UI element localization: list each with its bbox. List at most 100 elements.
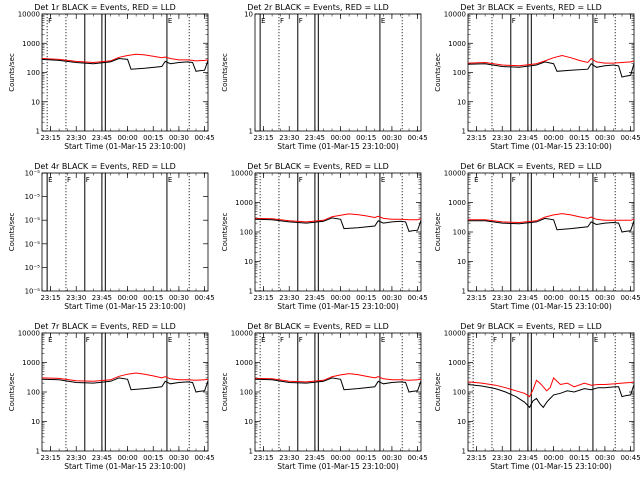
x-axis-label: Start Time (01-Mar-15 23:10:00) [64,462,186,471]
event-marker: E [594,176,598,184]
x-tick-label: 23:45 [518,134,538,142]
event-marker: F [48,17,52,25]
x-tick-label: 23:45 [92,454,112,462]
x-tick-label: 23:15 [40,294,60,302]
y-tick-label: 1000 [22,359,40,367]
x-tick-label: 23:30 [279,454,299,462]
x-tick-label: 00:00 [117,134,137,142]
plot-frame [41,332,209,452]
event-marker: F [67,176,71,184]
x-tick-label: 00:15 [569,134,589,142]
x-tick-label: 23:30 [492,454,512,462]
x-tick-label: 00:00 [117,294,137,302]
x-tick-label: 23:15 [253,134,273,142]
panel-7: Det 7r BLACK = Events, RED = LLD 1 10 100 10… [8,322,215,471]
event-marker: E [261,336,265,344]
y-tick-label: 1 [249,288,253,296]
chart-title: Det 3r BLACK = Events, RED = LLD [460,3,602,12]
plot-frame [41,172,209,292]
y-tick-label: 10 [244,11,253,19]
y-tick-label: 1000 [448,199,466,207]
y-tick-label: 10000 [444,11,466,19]
chart-title: Det 2r BLACK = Events, RED = LLD [247,3,389,12]
y-axis-label: Counts/sec [8,53,16,92]
x-tick-label: 00:00 [330,134,350,142]
chart-title: Det 6r BLACK = Events, RED = LLD [460,162,602,171]
y-tick-label: 1 [36,448,40,456]
series-line-lld [41,53,209,64]
x-tick-label: 00:00 [543,294,563,302]
x-tick-label: 00:00 [543,134,563,142]
series-line-lld [254,373,422,383]
plot-frame [467,13,635,132]
event-marker: E [48,336,52,344]
y-tick-label: 10 [244,418,253,426]
y-tick-label: 10⁻⁵ [25,240,41,248]
y-tick-label: 100 [240,229,253,237]
x-tick-label: 00:30 [169,454,189,462]
series-line-events [467,384,635,409]
y-tick-label: 10000 [231,330,253,338]
chart-title: Det 8r BLACK = Events, RED = LLD [247,322,389,331]
y-tick-label: 10⁻⁵ [25,170,41,178]
event-marker: F [299,176,303,184]
series-line-events [41,57,209,72]
x-tick-label: 00:30 [169,294,189,302]
x-tick-label: 00:15 [356,294,376,302]
y-axis-label: Counts/sec [8,373,16,412]
y-axis-label: Counts/sec [221,213,229,252]
panel-5: Det 5r BLACK = Events, RED = LLD 1 10 100 10… [221,162,428,311]
series-line-lld [254,213,422,223]
series-line-events [254,377,422,393]
x-tick-label: 00:00 [117,454,137,462]
x-tick-label: 23:45 [305,294,325,302]
x-tick-label: 23:15 [40,454,60,462]
event-marker: E [261,17,265,25]
y-tick-label: 10 [31,418,40,426]
x-tick-label: 00:30 [595,134,615,142]
event-marker: E [168,17,172,25]
event-marker: E [381,17,385,25]
y-tick-label: 10⁻⁵ [25,193,41,201]
y-tick-label: 10⁻⁵ [25,264,41,272]
series-line-events [254,217,422,232]
y-tick-label: 10 [244,258,253,266]
chart-title: Det 1r BLACK = Events, RED = LLD [34,3,176,12]
x-tick-label: 00:00 [330,454,350,462]
x-tick-label: 00:00 [330,294,350,302]
x-tick-label: 23:30 [66,134,86,142]
x-tick-label: 00:30 [595,454,615,462]
x-tick-label: 23:15 [466,134,486,142]
y-tick-label: 10⁻⁵ [25,217,41,225]
event-marker: F [280,336,284,344]
x-tick-label: 00:45 [407,294,427,302]
x-tick-label: 00:15 [143,134,163,142]
plot-frame [254,332,422,452]
x-tick-label: 23:30 [279,134,299,142]
event-marker: F [280,17,284,25]
chart-title: Det 7r BLACK = Events, RED = LLD [34,322,176,331]
x-tick-label: 23:15 [466,454,486,462]
panel-8: Det 8r BLACK = Events, RED = LLD 1 10 100 10… [221,322,428,471]
x-tick-label: 00:30 [169,134,189,142]
plot-frame [254,172,422,292]
y-tick-label: 1000 [448,359,466,367]
y-tick-label: 10000 [231,170,253,178]
event-marker: E [48,176,52,184]
x-axis-label: Start Time (01-Mar-15 23:10:00) [277,142,399,151]
x-tick-label: 00:15 [356,454,376,462]
y-tick-label: 1 [462,128,466,136]
y-tick-label: 1 [462,448,466,456]
y-tick-label: 10 [457,98,466,106]
event-marker: F [512,176,516,184]
y-tick-label: 1 [249,128,253,136]
y-tick-label: 10000 [18,330,40,338]
x-axis-label: Start Time (01-Mar-15 23:10:00) [64,142,186,151]
x-tick-label: 00:15 [569,294,589,302]
event-marker: F [493,336,497,344]
series-line-lld [467,54,635,67]
panel-4: Det 4r BLACK = Events, RED = LLD10⁻⁵10⁻⁵… [8,162,215,311]
x-tick-label: 00:15 [356,134,376,142]
event-marker: F [512,336,516,344]
